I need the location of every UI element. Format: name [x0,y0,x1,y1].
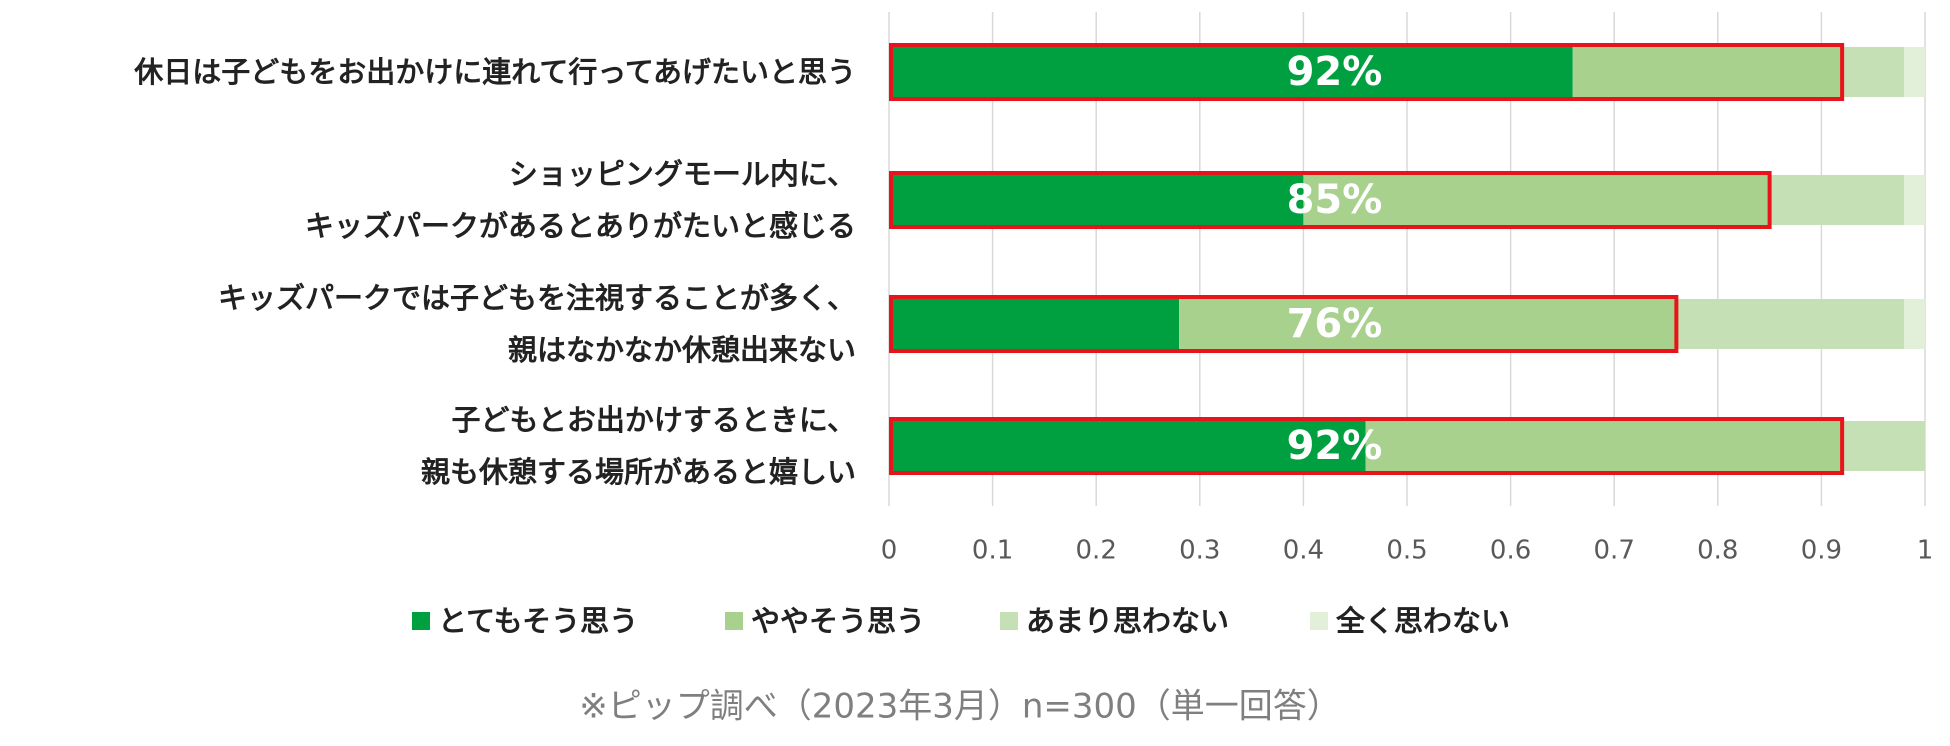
highlight-label: 76% [1287,301,1383,347]
highlight-box [889,295,1679,353]
x-tick-label: 0.1 [972,536,1013,566]
bar-segment [889,175,1304,225]
bar-segment [889,299,1180,349]
bar-segment [1303,175,1770,225]
legend-swatch [1310,612,1328,630]
legend-swatch [725,612,743,630]
legend-label: とてもそう思う [438,604,638,638]
x-tick-label: 0.7 [1594,536,1635,566]
category-label: 休日は子どもをお出かけに連れて行ってあげたいと思う [134,55,856,89]
x-tick-label: 0.3 [1179,536,1220,566]
bar-segment [1842,421,1925,471]
bar-segment [1904,175,1925,225]
x-tick-label: 1 [1917,536,1934,566]
bar-segment [1365,421,1843,471]
bar-segment [889,421,1366,471]
bar-segment [1676,299,1905,349]
highlight-box [889,43,1845,101]
bar-segment [1572,47,1843,97]
x-tick-label: 0.4 [1283,536,1324,566]
legend-label: 全く思わない [1335,604,1510,638]
x-tick-label: 0.2 [1076,536,1117,566]
legend-label: あまり思わない [1026,604,1229,638]
x-tick-label: 0.9 [1801,536,1842,566]
highlight-label: 92% [1287,49,1383,95]
x-tick-label: 0 [881,536,898,566]
footnote: ※ピップ調べ（2023年3月）n=300（単一回答） [579,687,1341,727]
highlight-label: 85% [1287,177,1383,223]
legend-swatch [1000,612,1018,630]
legend-label: ややそう思う [751,604,925,638]
highlight-box [889,417,1845,475]
highlight-label: 92% [1287,423,1383,469]
category-label: キッズパークでは子どもを注視することが多く、 親はなかなか休憩出来ない [217,281,856,367]
bar-segment [889,47,1573,97]
bar-segment [1904,47,1925,97]
bar-segment [1179,299,1677,349]
x-tick-label: 0.5 [1386,536,1427,566]
bar-segment [1769,175,1905,225]
x-tick-label: 0.8 [1697,536,1738,566]
highlight-box [889,171,1772,229]
category-label: 子どもとお出かけするときに、 親も休憩する場所があると嬉しい [420,403,856,489]
legend-swatch [412,612,430,630]
x-tick-label: 0.6 [1490,536,1531,566]
bar-segment [1904,299,1925,349]
category-label: ショッピングモール内に、 キッズパークがあるとありがたいと感じる [304,157,856,243]
bar-segment [1842,47,1905,97]
